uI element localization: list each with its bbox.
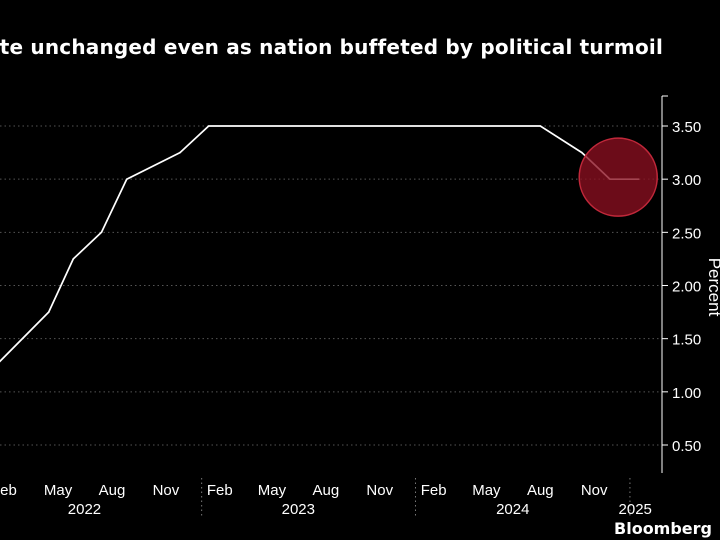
x-tick-label: May bbox=[472, 482, 501, 499]
y-tick-label: 1.50 bbox=[672, 332, 701, 349]
chart-title: ate unchanged even as nation buffeted by… bbox=[0, 35, 664, 59]
x-tick-labels: Feb May Aug Nov Feb May Aug Nov Feb May Aug Nov 2022… bbox=[0, 482, 652, 518]
x-year-label: 2025 bbox=[619, 501, 652, 518]
y-tick-labels: 0.50 1.00 1.50 2.00 2.50 3.00 3.50 bbox=[672, 119, 701, 455]
x-tick-label: Nov bbox=[153, 482, 180, 499]
x-tick-label: Nov bbox=[581, 482, 608, 499]
data-point bbox=[539, 125, 542, 127]
x-tick-label: Nov bbox=[366, 482, 393, 499]
data-point bbox=[100, 231, 103, 234]
x-tick-label: Feb bbox=[207, 482, 233, 499]
highlight-layer bbox=[578, 137, 658, 217]
data-point bbox=[72, 258, 75, 260]
y-tick-label: 1.00 bbox=[672, 385, 701, 402]
y-tick-label: 0.50 bbox=[672, 438, 701, 455]
x-tick-label: Aug bbox=[99, 482, 126, 499]
y-tick-label: 2.00 bbox=[672, 279, 701, 296]
x-year-label: 2024 bbox=[496, 501, 529, 518]
x-tick-label: May bbox=[44, 482, 73, 499]
gridlines bbox=[0, 125, 660, 446]
data-point bbox=[207, 125, 210, 127]
data-point bbox=[47, 311, 50, 313]
x-tick-label: Aug bbox=[313, 482, 340, 499]
series-layer bbox=[0, 125, 640, 363]
x-tick-label: Feb bbox=[0, 482, 17, 499]
brand-name: Bloomberg bbox=[614, 519, 712, 538]
bloomberg-logo: Bloomberg bbox=[614, 519, 712, 538]
series-line bbox=[0, 125, 639, 363]
x-tick-label: Aug bbox=[527, 482, 554, 499]
x-year-label: 2023 bbox=[282, 501, 315, 518]
data-point bbox=[581, 151, 583, 154]
y-axis bbox=[661, 95, 668, 473]
x-year-label: 2022 bbox=[68, 501, 101, 518]
data-point bbox=[125, 178, 128, 180]
y-tick-label: 2.50 bbox=[672, 225, 701, 242]
x-tick-label: May bbox=[258, 482, 287, 499]
y-tick-label: 3.00 bbox=[672, 172, 701, 189]
highlight-circle bbox=[578, 137, 658, 217]
y-tick-label: 3.50 bbox=[672, 119, 701, 136]
data-point bbox=[179, 151, 181, 154]
y-axis-label: Percent bbox=[705, 258, 720, 317]
x-tick-label: Feb bbox=[421, 482, 447, 499]
